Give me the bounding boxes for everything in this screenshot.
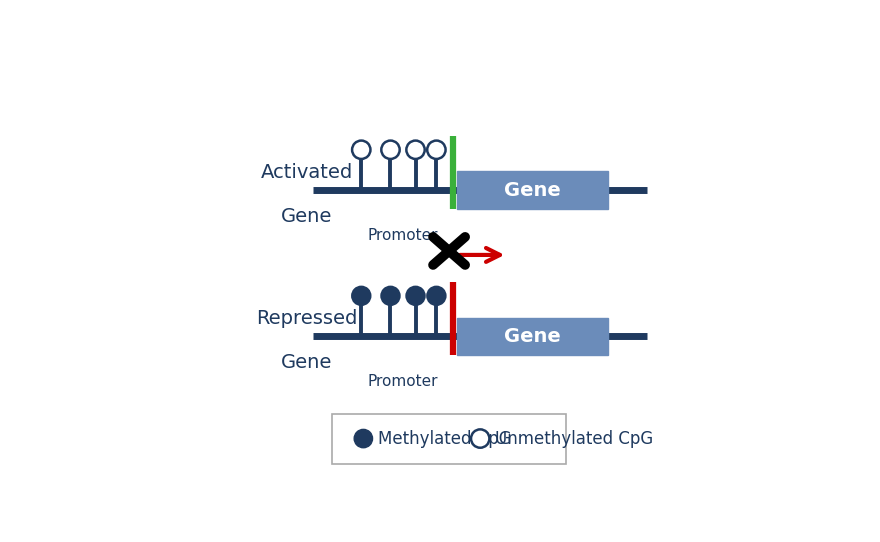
Circle shape — [381, 287, 400, 305]
FancyBboxPatch shape — [458, 171, 607, 209]
Circle shape — [427, 287, 445, 305]
Circle shape — [471, 429, 489, 448]
Text: Gene: Gene — [282, 353, 333, 372]
Text: Repressed: Repressed — [256, 309, 357, 328]
Text: Gene: Gene — [282, 207, 333, 226]
Circle shape — [407, 287, 425, 305]
Circle shape — [354, 429, 372, 448]
Circle shape — [352, 287, 370, 305]
FancyBboxPatch shape — [458, 318, 607, 355]
Circle shape — [381, 140, 400, 159]
Text: Activated: Activated — [260, 163, 353, 182]
Circle shape — [427, 140, 445, 159]
Text: Promoter: Promoter — [368, 228, 438, 243]
Text: Gene: Gene — [504, 180, 561, 200]
Text: Methylated CpG: Methylated CpG — [378, 430, 511, 448]
Text: Unmethylated CpG: Unmethylated CpG — [495, 430, 653, 448]
Circle shape — [407, 140, 425, 159]
FancyBboxPatch shape — [332, 414, 566, 463]
Circle shape — [352, 140, 370, 159]
Text: Promoter: Promoter — [368, 374, 438, 389]
Text: Gene: Gene — [504, 327, 561, 346]
